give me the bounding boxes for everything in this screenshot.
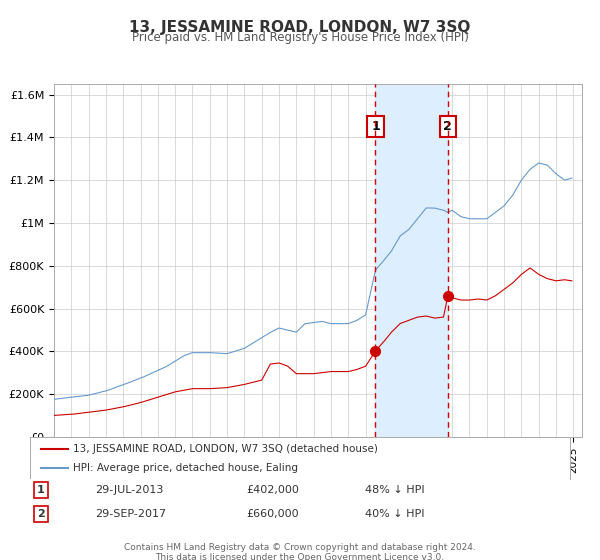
Text: 1: 1 [37, 485, 44, 495]
Text: 29-SEP-2017: 29-SEP-2017 [95, 509, 166, 519]
Text: £660,000: £660,000 [246, 509, 299, 519]
Text: Price paid vs. HM Land Registry's House Price Index (HPI): Price paid vs. HM Land Registry's House … [131, 31, 469, 44]
Text: 13, JESSAMINE ROAD, LONDON, W7 3SQ (detached house): 13, JESSAMINE ROAD, LONDON, W7 3SQ (deta… [73, 445, 378, 454]
Text: 40% ↓ HPI: 40% ↓ HPI [365, 509, 424, 519]
Text: 13, JESSAMINE ROAD, LONDON, W7 3SQ: 13, JESSAMINE ROAD, LONDON, W7 3SQ [130, 20, 470, 35]
Text: Contains HM Land Registry data © Crown copyright and database right 2024.: Contains HM Land Registry data © Crown c… [124, 543, 476, 552]
Text: HPI: Average price, detached house, Ealing: HPI: Average price, detached house, Eali… [73, 463, 298, 473]
Text: 2: 2 [37, 509, 44, 519]
Text: 48% ↓ HPI: 48% ↓ HPI [365, 485, 424, 495]
Text: £402,000: £402,000 [246, 485, 299, 495]
Text: 1: 1 [371, 120, 380, 133]
Text: This data is licensed under the Open Government Licence v3.0.: This data is licensed under the Open Gov… [155, 553, 445, 560]
Text: 2: 2 [443, 120, 452, 133]
Bar [376, 84, 448, 437]
Text: 29-JUL-2013: 29-JUL-2013 [95, 485, 163, 495]
